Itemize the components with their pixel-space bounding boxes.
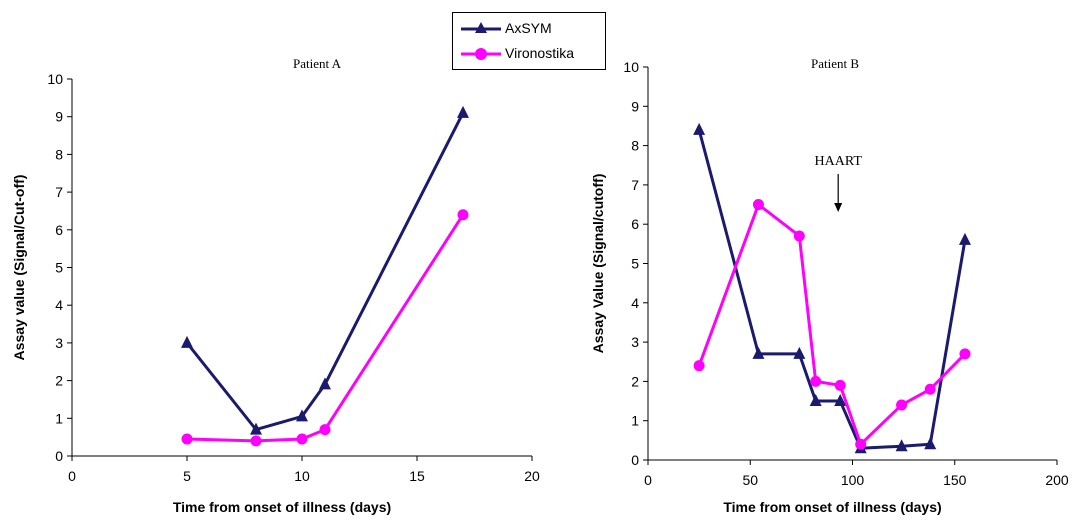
data-point-vironostika: [181, 433, 193, 445]
series-line-vironostika: [697, 203, 967, 446]
x-tick-label: 5: [183, 468, 191, 484]
series-line-axsym: [697, 129, 967, 450]
y-tick-label: 0: [631, 452, 639, 468]
y-tick-label: 8: [55, 146, 63, 162]
data-point-vironostika: [296, 433, 308, 445]
data-point-axsym: [250, 422, 262, 435]
data-point-vironostika: [896, 399, 908, 411]
data-point-axsym: [809, 394, 822, 407]
y-tick-label: 4: [631, 295, 639, 311]
y-tick-label: 10: [47, 71, 63, 87]
y-tick-label: 2: [55, 373, 63, 389]
data-point-vironostika: [855, 438, 867, 450]
y-tick-label: 5: [55, 260, 63, 276]
data-point-vironostika: [319, 424, 331, 436]
legend-label: AxSYM: [505, 20, 552, 36]
y-axis-label: Assay value (Signal/Cut-off): [11, 175, 27, 361]
chart-title: Patient B: [811, 56, 859, 71]
x-tick-label: 0: [644, 472, 652, 488]
data-point-axsym: [693, 122, 706, 135]
y-tick-label: 10: [623, 59, 639, 75]
data-point-axsym: [296, 409, 308, 422]
y-tick-label: 3: [631, 334, 639, 350]
data-point-vironostika: [959, 348, 971, 360]
data-point-vironostika: [834, 379, 846, 391]
y-tick-label: 9: [55, 109, 63, 125]
y-tick-label: 9: [631, 98, 639, 114]
data-point-vironostika: [810, 375, 822, 387]
data-point-vironostika: [793, 230, 805, 242]
data-point-vironostika: [693, 360, 705, 372]
data-point-vironostika: [924, 383, 936, 395]
data-point-axsym: [834, 394, 847, 407]
y-tick-label: 1: [55, 410, 63, 426]
data-point-vironostika: [752, 199, 764, 211]
legend: AxSYM Vironostika: [452, 12, 606, 70]
x-axis-label: Time from onset of illness (days): [173, 499, 391, 515]
legend-label: Vironostika: [505, 45, 575, 61]
y-tick-label: 2: [631, 373, 639, 389]
data-point-axsym: [752, 346, 765, 359]
y-axis-label: Assay Value (Signal/cutoff): [590, 174, 606, 354]
x-axis-label: Time from onset of illness (days): [723, 499, 941, 515]
data-point-axsym: [895, 439, 908, 452]
x-tick-label: 20: [524, 468, 540, 484]
x-tick-label: 50: [742, 472, 758, 488]
y-tick-label: 6: [55, 222, 63, 238]
data-point-vironostika: [250, 435, 262, 447]
y-tick-label: 7: [55, 184, 63, 200]
y-tick-label: 6: [631, 216, 639, 232]
chart-title: Patient A: [293, 56, 342, 71]
x-tick-label: 150: [943, 472, 967, 488]
legend-item-axsym: AxSYM: [459, 18, 605, 40]
x-tick-label: 200: [1045, 472, 1069, 488]
y-tick-label: 8: [631, 138, 639, 154]
annotation-label: HAART: [814, 154, 862, 169]
data-point-axsym: [181, 335, 193, 348]
x-tick-label: 10: [294, 468, 310, 484]
data-point-axsym: [319, 377, 331, 390]
series-line-vironostika: [186, 213, 465, 443]
y-tick-label: 1: [631, 413, 639, 429]
circle-marker-icon: [461, 48, 501, 60]
x-tick-label: 0: [68, 468, 76, 484]
data-point-axsym: [958, 232, 971, 245]
legend-item-vironostika: Vironostika: [459, 43, 605, 65]
x-tick-label: 100: [841, 472, 865, 488]
data-point-vironostika: [457, 209, 469, 221]
y-tick-label: 5: [631, 256, 639, 272]
data-point-axsym: [793, 346, 806, 359]
y-tick-label: 4: [55, 297, 63, 313]
x-tick-label: 15: [409, 468, 425, 484]
y-tick-label: 7: [631, 177, 639, 193]
data-point-axsym: [457, 105, 469, 118]
y-tick-label: 3: [55, 335, 63, 351]
y-tick-label: 0: [55, 448, 63, 464]
triangle-marker-icon: [461, 22, 501, 33]
annotation-arrow-head: [834, 203, 843, 212]
data-point-axsym: [924, 437, 937, 450]
